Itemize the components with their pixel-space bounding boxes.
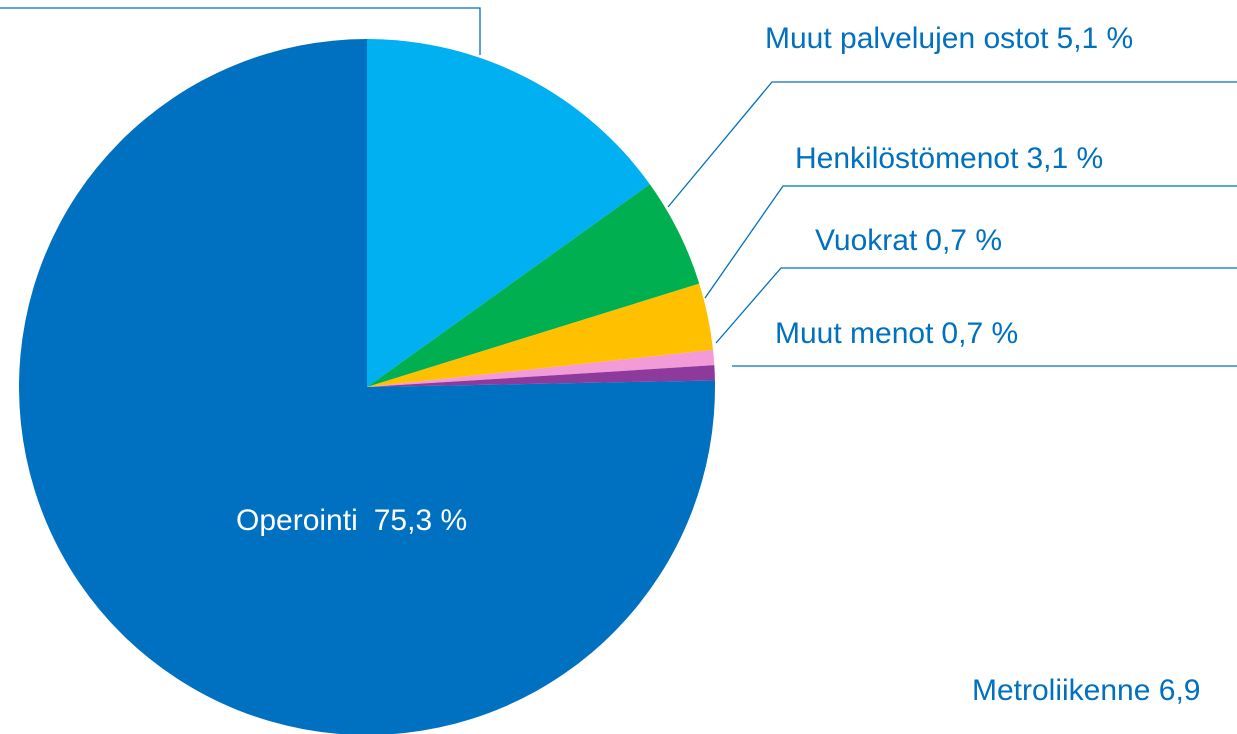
slice-label: Vuokrat 0,7 % [815, 224, 1002, 257]
pie-slice [19, 39, 715, 734]
pie-slice [367, 349, 715, 387]
slice-label: Muut palvelujen ostot 5,1 % [765, 22, 1133, 55]
value-label: 75,3 % [374, 504, 467, 537]
pie-slice [367, 39, 650, 387]
category-name: Henkilöstömenot [795, 142, 1019, 175]
value-label: 0,7 % [941, 317, 1018, 350]
category-name: Operointi [236, 504, 358, 537]
leader-line [667, 81, 1237, 208]
category-name: Muut menot [775, 317, 934, 350]
slice-label: Henkilöstömenot 3,1 % [795, 142, 1103, 175]
leader-line [704, 185, 1237, 299]
slice-label: Muut menot 0,7 % [775, 317, 1018, 350]
annotation: Metroliikenne 6,9 [972, 674, 1200, 707]
category-name: Vuokrat [815, 224, 918, 257]
value-label: 3,1 % [1026, 142, 1103, 175]
category-name: Muut palvelujen ostot [765, 22, 1049, 55]
leader-line [0, 7, 481, 55]
pie-slice [367, 283, 714, 387]
leader-line [715, 267, 1237, 344]
pie-slice [367, 184, 700, 387]
value-label: 0,7 % [925, 224, 1002, 257]
pie-slice [367, 365, 715, 387]
value-label: 5,1 % [1057, 22, 1134, 55]
slice-label: Operointi 75,3 % [236, 504, 467, 537]
